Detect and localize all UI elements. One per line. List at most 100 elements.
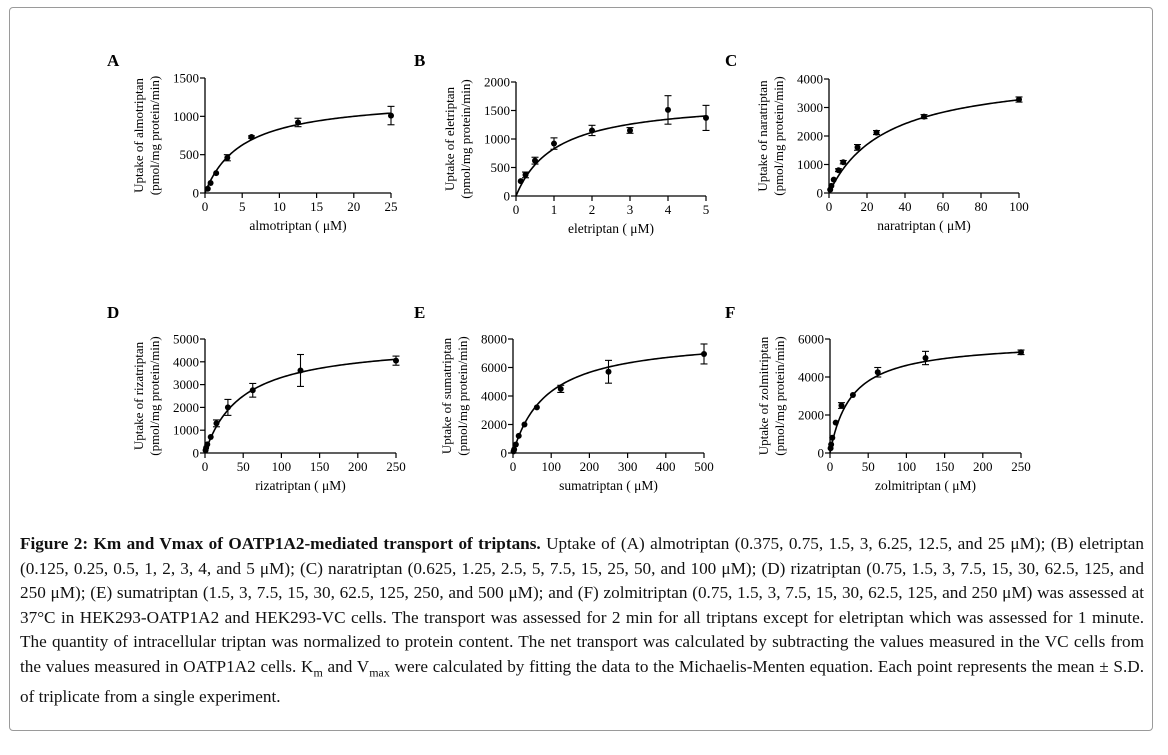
- y-tick-label: 0: [504, 189, 511, 204]
- x-tick-label: 0: [202, 459, 209, 474]
- y-axis-label-line2: (pmol/mg protein/min): [147, 336, 162, 456]
- x-tick-label: 50: [862, 459, 875, 474]
- data-point: [832, 419, 839, 426]
- x-tick-label: 4: [665, 202, 672, 217]
- data-point: [551, 140, 557, 147]
- y-tick-label: 0: [501, 446, 508, 461]
- data-point: [829, 434, 836, 441]
- data-point: [830, 176, 837, 183]
- data-point: [557, 385, 564, 392]
- x-tick-label: 0: [202, 199, 209, 214]
- panel-d: D 0 50 100 150 200 250 0 1000 2000 3000 4000 5000 riz…: [107, 303, 406, 493]
- x-axis-label: zolmitriptan ( μM): [875, 478, 976, 493]
- x-tick-label: 60: [937, 199, 950, 214]
- data-point: [532, 157, 538, 164]
- data-point: [533, 404, 540, 411]
- x-tick-label: 20: [347, 199, 360, 214]
- x-tick-label: 2: [589, 202, 596, 217]
- data-point: [297, 367, 304, 374]
- data-point: [849, 392, 856, 399]
- figure-frame: [9, 7, 1153, 731]
- x-tick-label: 10: [273, 199, 286, 214]
- data-point: [204, 441, 211, 448]
- x-tick-label: 40: [899, 199, 912, 214]
- caption-text-2: and V: [322, 656, 370, 676]
- x-axis-label: naratriptan ( μM): [877, 218, 970, 233]
- data-point: [393, 357, 399, 364]
- y-tick-label: 1000: [484, 132, 510, 147]
- fit-curve: [515, 115, 707, 197]
- x-tick-label: 100: [541, 459, 561, 474]
- x-tick-label: 100: [897, 459, 917, 474]
- panel-label-b: B: [414, 51, 425, 70]
- x-axis-label: rizatriptan ( μM): [255, 478, 345, 493]
- panel-label-c: C: [725, 51, 737, 70]
- x-tick-label: 5: [239, 199, 246, 214]
- y-tick-label: 1000: [173, 109, 199, 124]
- data-point: [922, 355, 929, 361]
- data-point: [207, 434, 214, 441]
- figure-caption: Figure 2: Km and Vmax of OATP1A2-mediate…: [20, 532, 1144, 710]
- y-axis-label-line2: (pmol/mg protein/min): [455, 336, 470, 456]
- data-point: [665, 106, 671, 113]
- data-point: [515, 432, 522, 439]
- x-tick-label: 50: [237, 459, 250, 474]
- y-axis-label-line1: Uptake of zolmitriptan: [756, 336, 771, 455]
- data-point: [295, 119, 301, 126]
- panel-c: C0 20 40 60 80 10001000200030004000naratripta…: [725, 51, 1029, 233]
- data-point: [213, 170, 220, 177]
- x-tick-label: 150: [310, 459, 330, 474]
- data-point: [874, 369, 881, 376]
- data-point: [1018, 349, 1024, 356]
- data-point: [854, 144, 861, 151]
- x-tick-label: 200: [348, 459, 368, 474]
- x-axis-label: almotriptan ( μM): [249, 218, 346, 233]
- x-tick-label: 80: [975, 199, 988, 214]
- x-tick-label: 100: [272, 459, 292, 474]
- data-point: [511, 446, 518, 453]
- data-point: [828, 441, 835, 448]
- x-tick-label: 15: [310, 199, 323, 214]
- y-tick-label: 3000: [797, 100, 823, 115]
- data-point: [517, 178, 524, 185]
- y-tick-label: 0: [193, 186, 200, 201]
- data-point: [204, 185, 211, 192]
- y-axis-label-line1: Uptake of eletriptan: [442, 87, 457, 191]
- y-tick-label: 6000: [481, 360, 507, 375]
- data-point: [207, 180, 214, 187]
- y-tick-label: 2000: [484, 75, 510, 90]
- y-tick-label: 6000: [798, 332, 824, 347]
- panel-e: E 0 100 200 300 400 500 0 2000 4000 6000 8000 sumatr…: [414, 303, 714, 493]
- x-tick-label: 25: [385, 199, 398, 214]
- caption-text-1: Uptake of (A) almotriptan (0.375, 0.75, …: [20, 534, 1144, 676]
- data-point: [701, 350, 707, 357]
- data-point: [224, 154, 231, 161]
- y-tick-label: 1000: [797, 157, 823, 172]
- caption-km-sub: m: [313, 665, 323, 680]
- panel-label-f: F: [725, 303, 735, 322]
- data-point: [512, 441, 519, 448]
- y-tick-label: 0: [818, 446, 825, 461]
- data-point: [521, 421, 528, 428]
- data-point: [873, 129, 880, 136]
- y-axis-label-line1: Uptake of almotriptan: [131, 78, 146, 193]
- x-axis-label: sumatriptan ( μM): [559, 478, 658, 493]
- y-tick-label: 2000: [797, 129, 823, 144]
- y-tick-label: 5000: [173, 332, 199, 347]
- y-tick-label: 2000: [173, 400, 199, 415]
- y-tick-label: 500: [491, 160, 511, 175]
- data-point: [835, 167, 842, 174]
- data-point: [589, 127, 595, 134]
- x-tick-label: 200: [580, 459, 600, 474]
- y-tick-label: 4000: [798, 370, 824, 385]
- panel-label-e: E: [414, 303, 425, 322]
- x-tick-label: 1: [551, 202, 558, 217]
- x-tick-label: 0: [510, 459, 517, 474]
- y-tick-label: 1000: [173, 423, 199, 438]
- y-axis-label-line2: (pmol/mg protein/min): [772, 336, 787, 456]
- y-tick-label: 8000: [481, 332, 507, 347]
- x-tick-label: 3: [627, 202, 634, 217]
- x-tick-label: 150: [935, 459, 955, 474]
- caption-text-3: were calculated by fitting the data to t…: [20, 656, 1144, 706]
- panel-label-d: D: [107, 303, 119, 322]
